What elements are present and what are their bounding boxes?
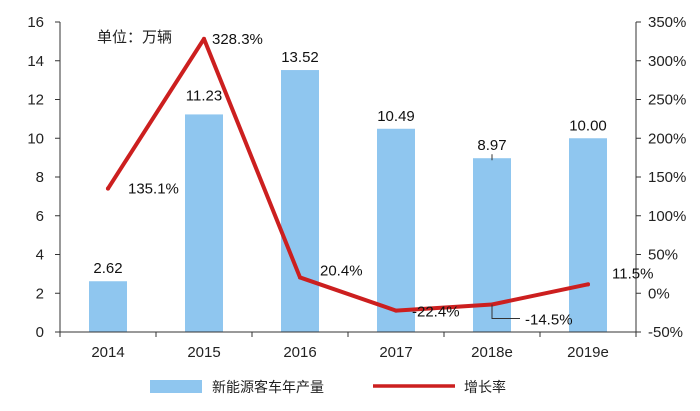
right-tick-label: 0% bbox=[648, 285, 670, 302]
growth-point-2014 bbox=[106, 186, 110, 191]
axes: 0 2 4 6 8 10 12 14 16 -50% 0% 50% 100% 150% 200% 250% 30… bbox=[27, 14, 686, 361]
line-data-label: 328.3% bbox=[212, 31, 263, 48]
legend-line-label: 增长率 bbox=[464, 379, 506, 396]
growth-line bbox=[106, 36, 590, 313]
legend-bar-label: 新能源客车年产量 bbox=[212, 379, 324, 396]
line-data-label: 20.4% bbox=[320, 262, 363, 279]
bar-2016 bbox=[281, 70, 319, 333]
data-labels: 2.62 11.23 13.52 10.49 8.97 10.00 135.1% 328.3%… bbox=[93, 31, 653, 329]
line-data-label: 135.1% bbox=[128, 181, 179, 198]
line-data-label: -22.4% bbox=[412, 304, 460, 321]
left-tick-label: 0 bbox=[36, 324, 44, 341]
right-tick-label: 50% bbox=[648, 247, 678, 264]
right-tick-label: -50% bbox=[648, 324, 683, 341]
legend-bar-swatch bbox=[150, 380, 202, 393]
left-tick-label: 10 bbox=[27, 130, 44, 147]
bar-data-label: 10.00 bbox=[569, 117, 607, 134]
x-tick-label: 2016 bbox=[283, 344, 316, 361]
right-tick-label: 100% bbox=[648, 208, 686, 225]
bar-data-label: 2.62 bbox=[93, 260, 122, 277]
left-tick-label: 12 bbox=[27, 92, 44, 109]
right-tick-label: 150% bbox=[648, 169, 686, 186]
left-tick-label: 4 bbox=[36, 247, 44, 264]
left-tick-label: 14 bbox=[27, 53, 44, 70]
line-label-leader bbox=[491, 304, 520, 319]
left-tick-label: 6 bbox=[36, 208, 44, 225]
right-tick-label: 250% bbox=[648, 92, 686, 109]
bar-2014 bbox=[89, 281, 127, 332]
bar-data-label: 10.49 bbox=[377, 108, 415, 125]
growth-line-series bbox=[106, 36, 590, 313]
line-data-label: 11.5% bbox=[612, 265, 653, 282]
growth-point-2016 bbox=[298, 275, 302, 280]
bar-data-label: 11.23 bbox=[186, 87, 222, 104]
left-tick-label: 2 bbox=[36, 285, 44, 302]
line-data-label: -14.5% bbox=[525, 311, 573, 328]
x-tick-label: 2017 bbox=[379, 344, 412, 361]
right-tick-label: 300% bbox=[648, 53, 686, 70]
bar-data-label: 13.52 bbox=[281, 49, 319, 66]
x-tick-label: 2015 bbox=[187, 344, 220, 361]
bar-2015 bbox=[185, 114, 223, 332]
left-tick-label: 16 bbox=[27, 14, 44, 31]
legend: 新能源客车年产量 增长率 bbox=[150, 379, 506, 396]
left-tick-label: 8 bbox=[36, 169, 44, 186]
right-tick-label: 350% bbox=[648, 14, 686, 31]
growth-point-2017 bbox=[394, 308, 398, 313]
growth-point-2019e bbox=[586, 282, 590, 287]
bar-data-label: 8.97 bbox=[477, 137, 506, 154]
x-tick-label: 2014 bbox=[91, 344, 124, 361]
growth-point-2015 bbox=[202, 36, 206, 41]
unit-label: 单位：万辆 bbox=[97, 28, 172, 46]
x-tick-label: 2019e bbox=[567, 344, 609, 361]
x-tick-label: 2018e bbox=[471, 344, 513, 361]
bar-2017 bbox=[377, 128, 415, 332]
right-tick-label: 200% bbox=[648, 130, 686, 147]
bar-2019e bbox=[569, 138, 607, 332]
